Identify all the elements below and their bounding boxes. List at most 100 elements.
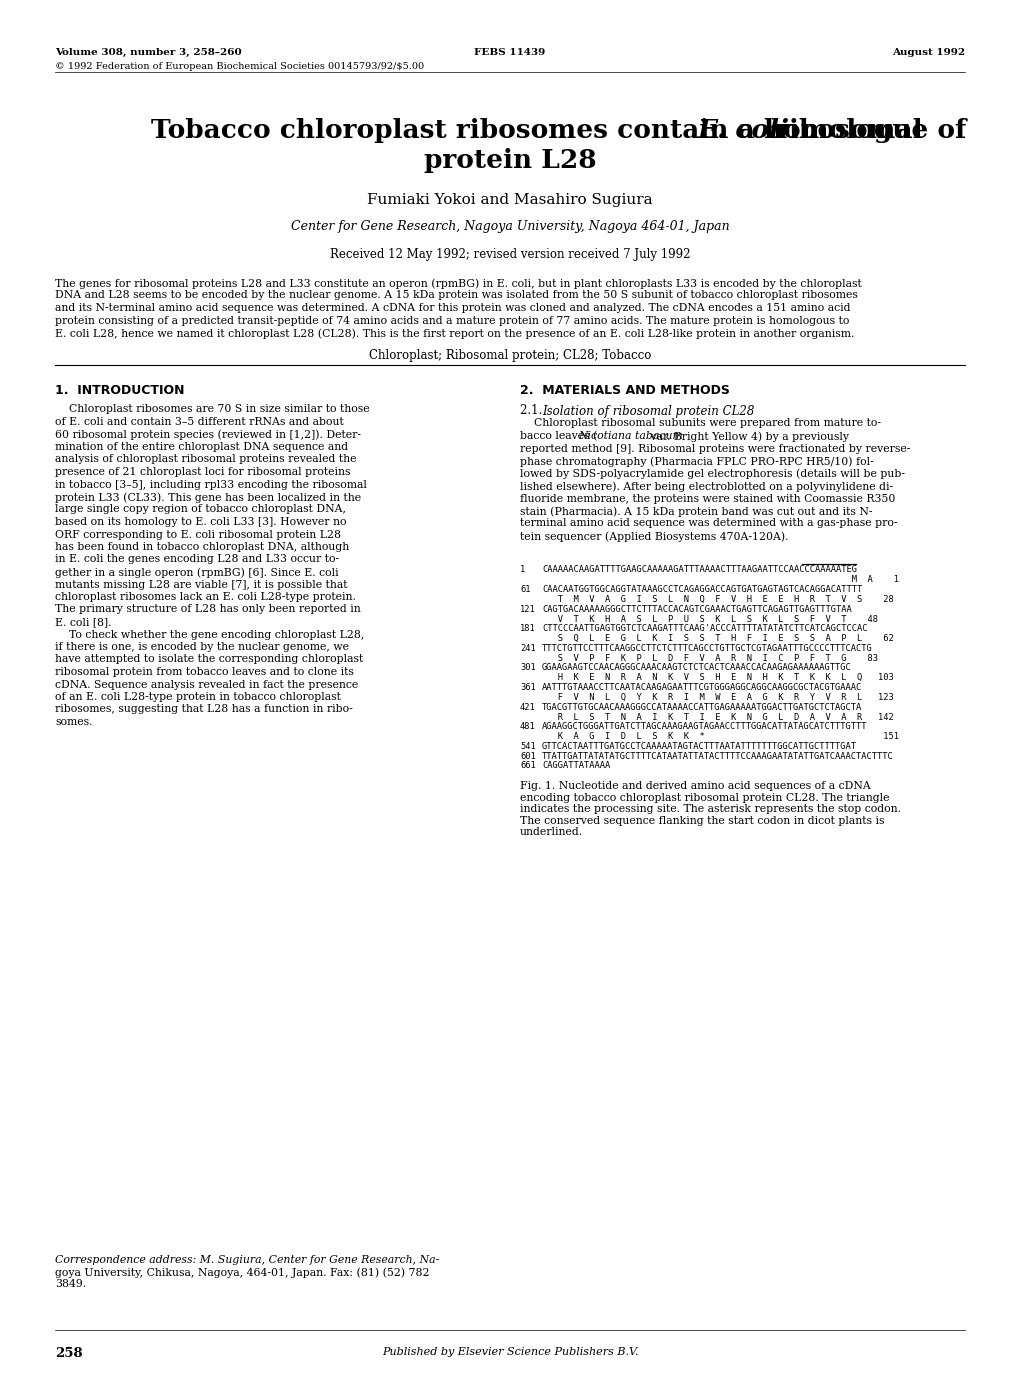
Text: CAGTGACAAAAAGGGCTTCTTTACCACAGTCGAAACTGAGTTCAGAGTTGAGTTTGTAA: CAGTGACAAAAAGGGCTTCTTTACCACAGTCGAAACTGAG… <box>541 604 851 614</box>
Text: 181: 181 <box>520 624 535 633</box>
Text: has been found in tobacco chloroplast DNA, although: has been found in tobacco chloroplast DN… <box>55 542 348 552</box>
Text: and its N-terminal amino acid sequence was determined. A cDNA for this protein w: and its N-terminal amino acid sequence w… <box>55 304 850 313</box>
Text: Isolation of ribosomal protein CL28: Isolation of ribosomal protein CL28 <box>541 404 754 418</box>
Text: 1.  INTRODUCTION: 1. INTRODUCTION <box>55 385 184 397</box>
Text: mination of the entire chloroplast DNA sequence and: mination of the entire chloroplast DNA s… <box>55 442 347 453</box>
Text: AGAAGGCTGGGATTGATCTTAGCAAAGAAGTAGAACCTTTGGACATTATAGCATCTTTGTTT: AGAAGGCTGGGATTGATCTTAGCAAAGAAGTAGAACCTTT… <box>541 722 866 731</box>
Text: if there is one, is encoded by the nuclear genome, we: if there is one, is encoded by the nucle… <box>55 642 348 651</box>
Text: presence of 21 chloroplast loci for ribosomal proteins: presence of 21 chloroplast loci for ribo… <box>55 466 351 477</box>
Text: M  A    1: M A 1 <box>541 575 898 584</box>
Text: Correspondence address: M. Sugiura, Center for Gene Research, Na-: Correspondence address: M. Sugiura, Cent… <box>55 1254 439 1265</box>
Text: analysis of chloroplast ribosomal proteins revealed the: analysis of chloroplast ribosomal protei… <box>55 454 357 465</box>
Text: ORF corresponding to E. coli ribosomal protein L28: ORF corresponding to E. coli ribosomal p… <box>55 530 340 540</box>
Text: Volume 308, number 3, 258–260: Volume 308, number 3, 258–260 <box>55 48 242 57</box>
Text: TTATTGATTATATATGCTTTTCATAATATTATACTTTTCCAAAGAATATATTGATCAAACTACTTTC: TTATTGATTATATATGCTTTTCATAATATTATACTTTTCC… <box>541 752 893 760</box>
Text: 481: 481 <box>520 722 535 731</box>
Text: ribosomal protein from tobacco leaves and to clone its: ribosomal protein from tobacco leaves an… <box>55 667 354 678</box>
Text: have attempted to isolate the corresponding chloroplast: have attempted to isolate the correspond… <box>55 654 363 665</box>
Text: Tobacco chloroplast ribosomes contain a homologue of: Tobacco chloroplast ribosomes contain a … <box>151 119 975 144</box>
Text: The primary structure of L28 has only been reported in: The primary structure of L28 has only be… <box>55 604 361 614</box>
Text: protein L28: protein L28 <box>423 148 596 172</box>
Text: 601: 601 <box>520 752 535 760</box>
Text: CAGGATTATAAAA: CAGGATTATAAAA <box>541 762 609 770</box>
Text: H  K  E  N  R  A  N  K  V  S  H  E  N  H  K  T  K  K  L  Q   103: H K E N R A N K V S H E N H K T K K L Q … <box>541 673 893 682</box>
Text: DNA and L28 seems to be encoded by the nuclear genome. A 15 kDa protein was isol: DNA and L28 seems to be encoded by the n… <box>55 291 857 301</box>
Text: 361: 361 <box>520 683 535 693</box>
Text: 121: 121 <box>520 604 535 614</box>
Text: © 1992 Federation of European Biochemical Societies 00145793/92/$5.00: © 1992 Federation of European Biochemica… <box>55 62 424 70</box>
Text: large single copy region of tobacco chloroplast DNA,: large single copy region of tobacco chlo… <box>55 505 345 515</box>
Text: reported method [9]. Ribosomal proteins were fractionated by reverse-: reported method [9]. Ribosomal proteins … <box>520 443 910 454</box>
Text: in tobacco [3–5], including rpl33 encoding the ribosomal: in tobacco [3–5], including rpl33 encodi… <box>55 479 367 490</box>
Text: TGACGTTGTGCAACAAAGGGCCATAAAACCATTGAGAAAAATGGACTTGATGCTCTAGCTA: TGACGTTGTGCAACAAAGGGCCATAAAACCATTGAGAAAA… <box>541 702 861 712</box>
Text: indicates the processing site. The asterisk represents the stop codon.: indicates the processing site. The aster… <box>520 805 900 814</box>
Text: 421: 421 <box>520 702 535 712</box>
Text: encoding tobacco chloroplast ribosomal protein CL28. The triangle: encoding tobacco chloroplast ribosomal p… <box>520 792 889 803</box>
Text: The conserved sequence flanking the start codon in dicot plants is: The conserved sequence flanking the star… <box>520 816 883 825</box>
Text: Fig. 1. Nucleotide and derived amino acid sequences of a cDNA: Fig. 1. Nucleotide and derived amino aci… <box>520 781 870 791</box>
Text: fluoride membrane, the proteins were stained with Coomassie R350: fluoride membrane, the proteins were sta… <box>520 494 895 504</box>
Text: bacco leaves (: bacco leaves ( <box>520 431 597 442</box>
Text: lowed by SDS-polyacrylamide gel electrophoresis (details will be pub-: lowed by SDS-polyacrylamide gel electrop… <box>520 468 904 479</box>
Text: Published by Elsevier Science Publishers B.V.: Published by Elsevier Science Publishers… <box>381 1347 638 1357</box>
Text: T  M  V  A  G  I  S  L  N  Q  F  V  H  E  E  H  R  T  V  S    28: T M V A G I S L N Q F V H E E H R T V S … <box>541 595 893 604</box>
Text: AATTTGTAAACCTTCAATACAAGAGAATTTCGTGGGAGGCAGGCAAGGCGCTACGTGAAAC: AATTTGTAAACCTTCAATACAAGAGAATTTCGTGGGAGGC… <box>541 683 861 693</box>
Text: S  V  P  F  K  P  L  D  F  V  A  R  N  I  C  P  F  T  G    83: S V P F K P L D F V A R N I C P F T G 83 <box>541 654 877 662</box>
Text: gether in a single operon (rpmBG) [6]. Since E. coli: gether in a single operon (rpmBG) [6]. S… <box>55 567 338 578</box>
Text: ribosomal: ribosomal <box>765 119 921 144</box>
Text: terminal amino acid sequence was determined with a gas-phase pro-: terminal amino acid sequence was determi… <box>520 519 897 529</box>
Text: mutants missing L28 are viable [7], it is possible that: mutants missing L28 are viable [7], it i… <box>55 580 347 589</box>
Text: To check whether the gene encoding chloroplast L28,: To check whether the gene encoding chlor… <box>55 629 364 639</box>
Text: 2.1.: 2.1. <box>520 404 549 418</box>
Text: 1: 1 <box>520 566 525 574</box>
Text: 60 ribosomal protein species (reviewed in [1,2]). Deter-: 60 ribosomal protein species (reviewed i… <box>55 429 361 440</box>
Text: CTTCCCAATTGAGTGGTCTCAAGATTTCAAG'ACCCATTTTATATATCTTCATCAGCTCCAC: CTTCCCAATTGAGTGGTCTCAAGATTTCAAG'ACCCATTT… <box>541 624 866 633</box>
Text: E. coli [8].: E. coli [8]. <box>55 617 111 627</box>
Text: Chloroplast; Ribosomal protein; CL28; Tobacco: Chloroplast; Ribosomal protein; CL28; To… <box>369 349 650 362</box>
Text: Chloroplast ribosomes are 70 S in size similar to those: Chloroplast ribosomes are 70 S in size s… <box>55 404 369 414</box>
Text: Center for Gene Research, Nagoya University, Nagoya 464-01, Japan: Center for Gene Research, Nagoya Univers… <box>290 219 729 233</box>
Text: Received 12 May 1992; revised version received 7 July 1992: Received 12 May 1992; revised version re… <box>329 248 690 261</box>
Text: 541: 541 <box>520 742 535 751</box>
Text: GTTCACTAATTTGATGCCTCAAAAATAGTACTTTAATATTTTTTTGGCATTGCTTTTGAT: GTTCACTAATTTGATGCCTCAAAAATAGTACTTTAATATT… <box>541 742 856 751</box>
Text: goya University, Chikusa, Nagoya, 464-01, Japan. Fax: (81) (52) 782: goya University, Chikusa, Nagoya, 464-01… <box>55 1267 429 1278</box>
Text: F  V  N  L  Q  Y  K  R  I  M  W  E  A  G  K  R  Y  V  R  L   123: F V N L Q Y K R I M W E A G K R Y V R L … <box>541 693 893 702</box>
Text: FEBS 11439: FEBS 11439 <box>474 48 545 57</box>
Text: August 1992: August 1992 <box>891 48 964 57</box>
Text: GGAAGAAGTCCAACAGGGCAAACAAGTCTCTCACTCAAACCACAAGAGAAAAAAGTTGC: GGAAGAAGTCCAACAGGGCAAACAAGTCTCTCACTCAAAC… <box>541 664 851 672</box>
Text: var. Bright Yellow 4) by a previously: var. Bright Yellow 4) by a previously <box>646 431 848 442</box>
Text: V  T  K  H  A  S  L  P  U  S  K  L  S  K  L  S  F  V  T    48: V T K H A S L P U S K L S K L S F V T 48 <box>541 614 877 624</box>
Text: E. coli L28, hence we named it chloroplast L28 (CL28). This is the first report : E. coli L28, hence we named it chloropla… <box>55 328 854 338</box>
Text: phase chromatography (Pharmacia FPLC PRO-RPC HR5/10) fol-: phase chromatography (Pharmacia FPLC PRO… <box>520 455 873 466</box>
Text: stain (Pharmacia). A 15 kDa protein band was cut out and its N-: stain (Pharmacia). A 15 kDa protein band… <box>520 506 871 516</box>
Text: Nicotiana tabacum: Nicotiana tabacum <box>578 431 683 442</box>
Text: chloroplast ribosomes lack an E. coli L28-type protein.: chloroplast ribosomes lack an E. coli L2… <box>55 592 356 602</box>
Text: The genes for ribosomal proteins L28 and L33 constitute an operon (rpmBG) in E. : The genes for ribosomal proteins L28 and… <box>55 277 861 288</box>
Text: CAACAATGGTGGCAGGTATAAAGCCTCAGAGGACCAGTGATGAGTAGTCACAGGACATTTT: CAACAATGGTGGCAGGTATAAAGCCTCAGAGGACCAGTGA… <box>541 585 861 595</box>
Text: 661: 661 <box>520 762 535 770</box>
Text: Chloroplast ribosomal subunits were prepared from mature to-: Chloroplast ribosomal subunits were prep… <box>520 418 880 429</box>
Text: ribosomes, suggesting that L28 has a function in ribo-: ribosomes, suggesting that L28 has a fun… <box>55 705 353 715</box>
Text: lished elsewhere). After being electroblotted on a polyvinylidene di-: lished elsewhere). After being electrobl… <box>520 482 893 491</box>
Text: TTTCTGTTCCTTTCAAGGCCTTCTCTTTCAGCCTGTTGCTCGTAGAATTTGCCCCTTTCACTG: TTTCTGTTCCTTTCAAGGCCTTCTCTTTCAGCCTGTTGCT… <box>541 644 872 653</box>
Text: 2.  MATERIALS AND METHODS: 2. MATERIALS AND METHODS <box>520 385 730 397</box>
Text: of an E. coli L28-type protein in tobacco chloroplast: of an E. coli L28-type protein in tobacc… <box>55 691 340 702</box>
Text: K  A  G  I  D  L  S  K  K  *                                  151: K A G I D L S K K * 151 <box>541 733 898 741</box>
Text: of E. coli and contain 3–5 different rRNAs and about: of E. coli and contain 3–5 different rRN… <box>55 417 343 426</box>
Text: protein consisting of a predicted transit-peptide of 74 amino acids and a mature: protein consisting of a predicted transi… <box>55 316 849 326</box>
Text: underlined.: underlined. <box>520 827 583 838</box>
Text: somes.: somes. <box>55 718 93 727</box>
Text: cDNA. Sequence analysis revealed in fact the presence: cDNA. Sequence analysis revealed in fact… <box>55 679 358 690</box>
Text: 258: 258 <box>55 1347 83 1361</box>
Text: 3849.: 3849. <box>55 1279 86 1289</box>
Text: Fumiaki Yokoi and Masahiro Sugiura: Fumiaki Yokoi and Masahiro Sugiura <box>367 193 652 207</box>
Text: E. coli: E. coli <box>697 119 789 144</box>
Text: R  L  S  T  N  A  I  K  T  I  E  K  N  G  L  D  A  V  A  R   142: R L S T N A I K T I E K N G L D A V A R … <box>541 712 893 722</box>
Text: protein L33 (CL33). This gene has been localized in the: protein L33 (CL33). This gene has been l… <box>55 493 361 502</box>
Text: S  Q  L  E  G  L  K  I  S  S  T  H  F  I  E  S  S  A  P  L    62: S Q L E G L K I S S T H F I E S S A P L … <box>541 633 893 643</box>
Text: CAAAAACAAGATTTTGAAGCAAAAAGATTTAAAACTTTAAGAATTCCAACCCAAAAATEG: CAAAAACAAGATTTTGAAGCAAAAAGATTTAAAACTTTAA… <box>541 566 856 574</box>
Text: based on its homology to E. coli L33 [3]. However no: based on its homology to E. coli L33 [3]… <box>55 518 346 527</box>
Text: 241: 241 <box>520 644 535 653</box>
Text: tein sequencer (Applied Biosystems 470A-120A).: tein sequencer (Applied Biosystems 470A-… <box>520 531 788 541</box>
Text: 301: 301 <box>520 664 535 672</box>
